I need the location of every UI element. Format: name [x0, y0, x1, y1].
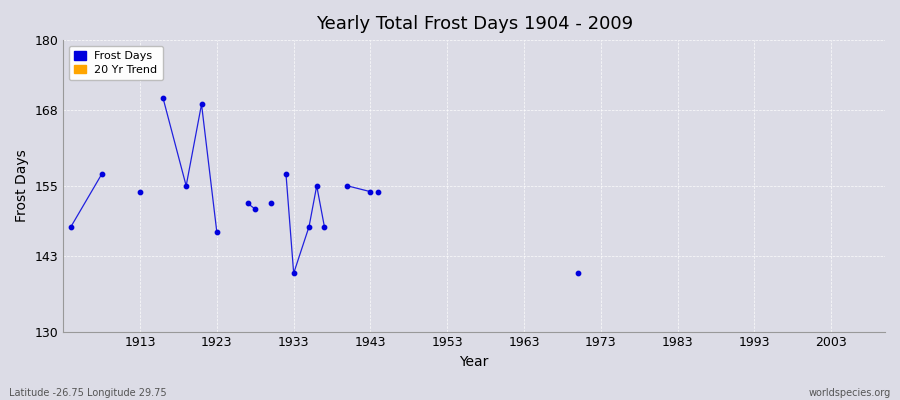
X-axis label: Year: Year	[460, 355, 489, 369]
Y-axis label: Frost Days: Frost Days	[15, 150, 29, 222]
Point	[179, 183, 194, 189]
Point	[156, 95, 170, 102]
Point	[340, 183, 355, 189]
Point	[364, 188, 378, 195]
Point	[286, 270, 301, 276]
Point	[194, 101, 209, 108]
Point	[371, 188, 385, 195]
Point	[279, 171, 293, 177]
Point	[310, 183, 324, 189]
Point	[317, 224, 331, 230]
Point	[64, 224, 78, 230]
Point	[264, 200, 278, 206]
Text: Latitude -26.75 Longitude 29.75: Latitude -26.75 Longitude 29.75	[9, 388, 166, 398]
Point	[94, 171, 109, 177]
Title: Yearly Total Frost Days 1904 - 2009: Yearly Total Frost Days 1904 - 2009	[316, 15, 633, 33]
Legend: Frost Days, 20 Yr Trend: Frost Days, 20 Yr Trend	[68, 46, 163, 80]
Point	[210, 229, 224, 236]
Point	[133, 188, 148, 195]
Text: worldspecies.org: worldspecies.org	[809, 388, 891, 398]
Point	[240, 200, 255, 206]
Point	[248, 206, 263, 212]
Point	[302, 224, 316, 230]
Point	[571, 270, 585, 276]
